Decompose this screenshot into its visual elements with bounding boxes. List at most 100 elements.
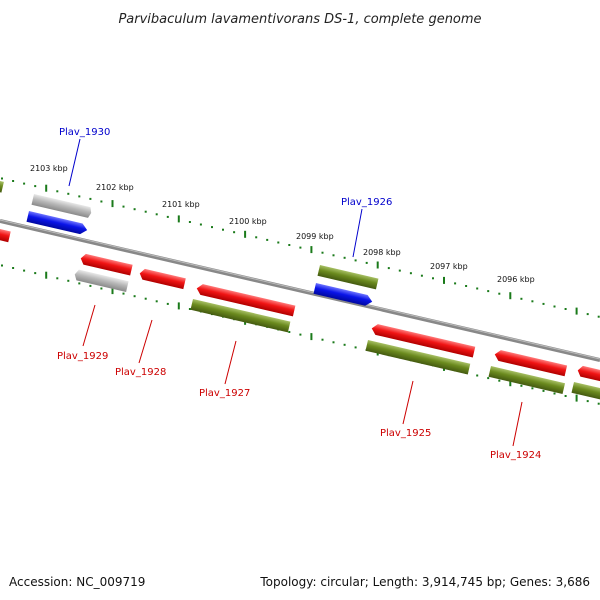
lower-scale-minor-tick [553, 392, 556, 395]
lower-scale-minor-tick [23, 269, 26, 272]
upper-scale-minor-tick [211, 226, 213, 229]
lower-scale-major-tick [509, 379, 512, 387]
upper-scale-minor-tick [343, 256, 346, 259]
gene-partial-green-right[interactable] [571, 382, 600, 401]
lower-scale-minor-tick [12, 267, 15, 269]
leader-plav-1925 [402, 380, 414, 425]
scale-label-2097: 2097 kbp [430, 262, 468, 271]
lower-scale-minor-tick [542, 389, 545, 392]
upper-scale-minor-tick [166, 215, 169, 218]
lower-scale-major-tick [310, 333, 313, 341]
lower-scale-minor-tick [89, 284, 92, 287]
gene-partial-green-left[interactable] [0, 178, 4, 193]
lower-scale-minor-tick [343, 343, 346, 346]
genome-summary-text: Topology: circular; Length: 3,914,745 bp… [259, 575, 590, 589]
leader-plav-1930 [68, 138, 81, 187]
gene-label-plav-1926[interactable]: Plav_1926 [341, 197, 392, 208]
upper-scale-minor-tick [354, 259, 357, 262]
lower-scale-minor-tick [332, 341, 335, 344]
lower-scale-minor-tick [487, 377, 490, 380]
upper-scale-minor-tick [398, 269, 401, 272]
upper-scale-minor-tick [454, 282, 457, 285]
gene-label-plav-1930[interactable]: Plav_1930 [59, 127, 110, 138]
gene-plav-1925-green[interactable] [365, 340, 471, 375]
gene-plav-1927-red[interactable] [196, 283, 296, 317]
upper-scale-major-tick [244, 230, 247, 238]
upper-scale-minor-tick [100, 200, 103, 203]
upper-scale-minor-tick [34, 185, 37, 188]
upper-scale-major-tick [111, 200, 114, 208]
lower-scale-minor-tick [188, 308, 191, 310]
upper-scale-minor-tick [133, 208, 136, 211]
gene-partial-red-right[interactable] [577, 365, 600, 383]
upper-scale-minor-tick [520, 297, 523, 300]
upper-scale-minor-tick [67, 192, 70, 195]
scale-label-2100: 2100 kbp [229, 217, 267, 226]
lower-scale-minor-tick [498, 379, 501, 382]
upper-scale-ticks [1, 177, 600, 318]
genome-backbone-highlight [0, 219, 600, 360]
upper-scale-minor-tick [233, 231, 236, 234]
lower-scale-minor-tick [67, 279, 70, 282]
upper-scale-minor-tick [564, 308, 567, 310]
upper-scale-minor-tick [155, 213, 158, 216]
gene-label-plav-1929[interactable]: Plav_1929 [57, 351, 108, 362]
gene-label-plav-1927[interactable]: Plav_1927 [199, 388, 250, 399]
gene-plav-1924-red[interactable] [494, 349, 568, 377]
gene-label-plav-1925[interactable]: Plav_1925 [380, 428, 431, 439]
upper-scale-minor-tick [222, 228, 224, 231]
lower-scale-minor-tick [597, 402, 600, 405]
lower-scale-minor-tick [520, 384, 523, 387]
upper-scale-minor-tick [487, 290, 490, 293]
upper-scale-major-tick [575, 307, 578, 315]
accession-text: Accession: NC_009719 [9, 575, 145, 589]
gene-blue-forward-2[interactable] [313, 283, 374, 307]
gene-plav-1928-red[interactable] [139, 268, 186, 290]
gene-label-plav-1928[interactable]: Plav_1928 [115, 367, 166, 378]
gene-plav-1929-red[interactable] [80, 253, 133, 276]
gene-plav-1927-green[interactable] [190, 299, 291, 333]
lower-scale-minor-tick [144, 297, 147, 300]
upper-scale-major-tick [376, 261, 379, 269]
gene-blue-forward-1[interactable] [26, 211, 89, 236]
upper-scale-major-tick [443, 276, 445, 284]
lower-scale-minor-tick [354, 346, 357, 349]
upper-scale-minor-tick [1, 177, 3, 180]
leader-plav-1926 [352, 208, 363, 258]
lower-scale-minor-tick [321, 338, 324, 341]
gene-partial-red-left[interactable] [0, 227, 11, 243]
lower-scale-major-tick [45, 271, 48, 279]
lower-scale-minor-tick [122, 292, 125, 295]
upper-scale-minor-tick [199, 223, 202, 226]
upper-scale-minor-tick [321, 251, 324, 254]
genome-backbone [0, 219, 600, 362]
upper-scale-minor-tick [122, 205, 125, 208]
lower-scale-minor-tick [1, 264, 3, 267]
upper-scale-minor-tick [277, 241, 280, 244]
gene-gray-reverse[interactable] [74, 269, 129, 292]
gene-plav-1925-red[interactable] [371, 323, 476, 358]
lower-scale-minor-tick [531, 387, 534, 390]
upper-scale-minor-tick [299, 246, 302, 249]
lower-scale-minor-tick [476, 374, 479, 377]
scale-label-2101: 2101 kbp [162, 200, 200, 209]
upper-scale-minor-tick [12, 180, 15, 182]
scale-label-2099: 2099 kbp [296, 232, 334, 241]
lower-scale-minor-tick [78, 282, 81, 285]
upper-scale-minor-tick [144, 210, 147, 213]
gene-labels: Plav_1930 Plav_1926 Plav_1929 Plav_1928 … [57, 127, 541, 461]
upper-scale-minor-tick [288, 244, 291, 246]
upper-scale-major-tick [45, 184, 48, 192]
upper-scale-minor-tick [420, 274, 423, 277]
upper-scale-major-tick [310, 246, 313, 254]
gene-plav-1924-green[interactable] [488, 366, 566, 394]
gene-plav-1926-green[interactable] [317, 265, 379, 290]
leader-plav-1927 [224, 340, 237, 385]
gene-label-plav-1924[interactable]: Plav_1924 [490, 450, 541, 461]
upper-scale-minor-tick [56, 190, 59, 193]
scale-labels: 2103 kbp 2102 kbp 2101 kbp 2100 kbp 2099… [30, 164, 535, 284]
lower-scale-minor-tick [155, 300, 158, 303]
lower-scale-ticks [1, 264, 600, 405]
gene-plav-1930-gray[interactable] [31, 194, 93, 218]
